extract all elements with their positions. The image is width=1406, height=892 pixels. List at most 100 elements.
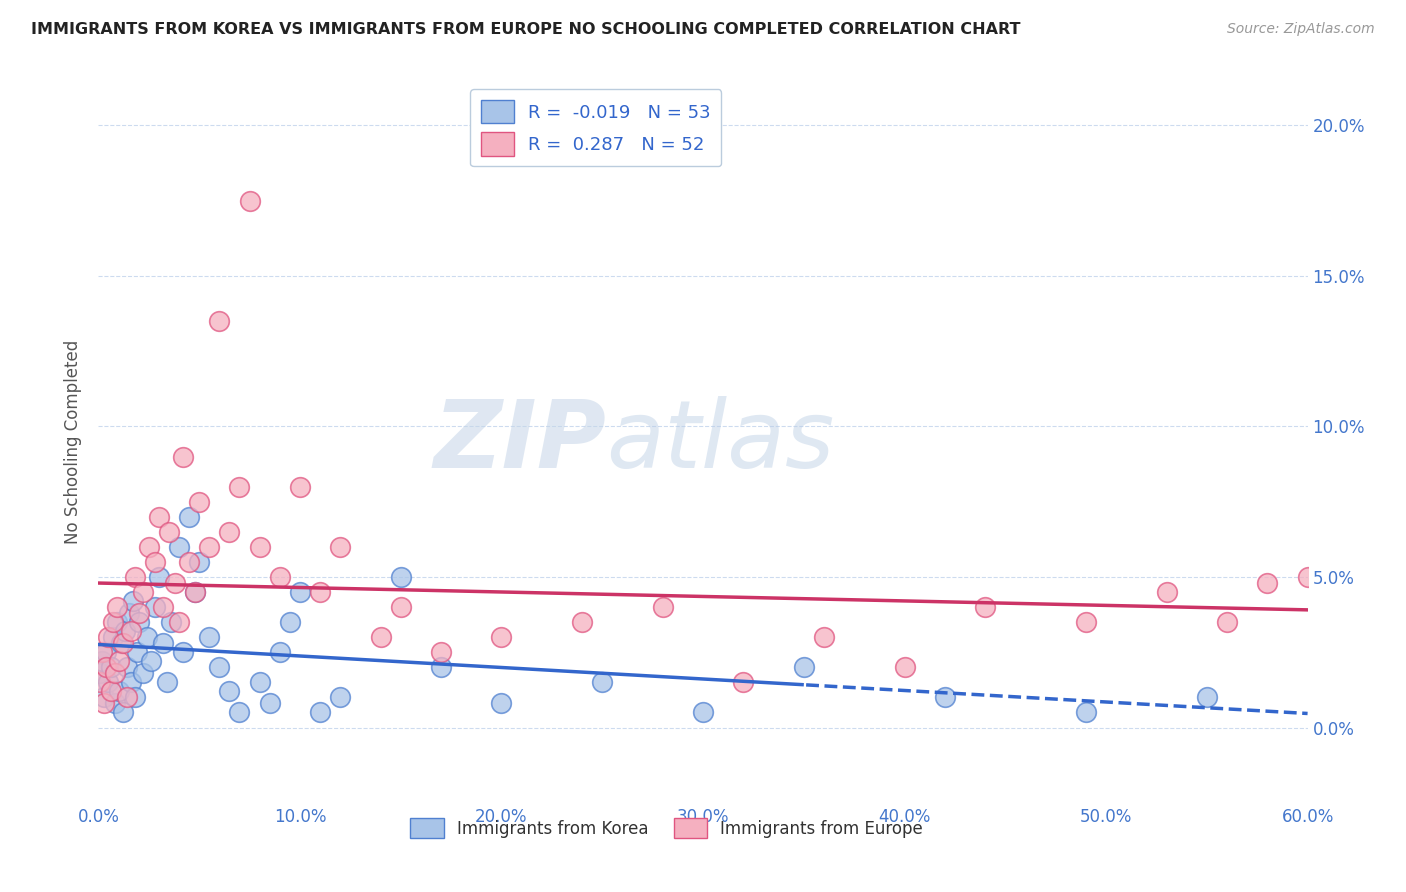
Point xyxy=(132,666,155,681)
Point xyxy=(89,675,111,690)
Point xyxy=(128,615,150,630)
Point xyxy=(228,480,250,494)
Point xyxy=(167,615,190,630)
Point xyxy=(239,194,262,208)
Point xyxy=(172,450,194,464)
Point xyxy=(107,684,129,698)
Point xyxy=(278,615,301,630)
Point xyxy=(1156,585,1178,599)
Point xyxy=(188,494,211,508)
Point xyxy=(143,600,166,615)
Point xyxy=(111,636,134,650)
Point xyxy=(148,509,170,524)
Point xyxy=(733,675,755,690)
Point xyxy=(91,645,114,659)
Point xyxy=(370,630,392,644)
Point xyxy=(389,570,412,584)
Point xyxy=(329,540,352,554)
Point xyxy=(139,654,162,668)
Point xyxy=(103,697,125,711)
Point xyxy=(157,524,180,539)
Point xyxy=(132,585,155,599)
Point xyxy=(491,630,513,644)
Point xyxy=(309,585,332,599)
Point xyxy=(103,666,125,681)
Point xyxy=(218,524,240,539)
Point xyxy=(329,690,352,705)
Point xyxy=(249,675,271,690)
Point xyxy=(120,675,142,690)
Point xyxy=(208,660,231,674)
Point xyxy=(115,690,138,705)
Point xyxy=(100,684,122,698)
Point xyxy=(124,570,146,584)
Point xyxy=(135,630,157,644)
Point xyxy=(111,706,134,720)
Text: Source: ZipAtlas.com: Source: ZipAtlas.com xyxy=(1227,22,1375,37)
Point xyxy=(91,654,114,668)
Point xyxy=(430,660,453,674)
Point xyxy=(143,555,166,569)
Point xyxy=(208,314,231,328)
Legend: Immigrants from Korea, Immigrants from Europe: Immigrants from Korea, Immigrants from E… xyxy=(404,812,929,845)
Point xyxy=(218,684,240,698)
Point xyxy=(128,606,150,620)
Point xyxy=(118,606,141,620)
Point xyxy=(571,615,593,630)
Point xyxy=(491,697,513,711)
Point xyxy=(259,697,281,711)
Point xyxy=(121,594,143,608)
Point xyxy=(89,666,111,681)
Point xyxy=(228,706,250,720)
Point xyxy=(249,540,271,554)
Point xyxy=(1256,576,1278,591)
Point xyxy=(97,630,120,644)
Point xyxy=(160,615,183,630)
Point xyxy=(692,706,714,720)
Point xyxy=(188,555,211,569)
Point xyxy=(148,570,170,584)
Point xyxy=(156,675,179,690)
Point xyxy=(152,636,174,650)
Point xyxy=(1216,615,1239,630)
Point xyxy=(96,660,118,674)
Point xyxy=(269,645,291,659)
Point xyxy=(105,615,128,630)
Point xyxy=(793,660,815,674)
Point xyxy=(430,645,453,659)
Point xyxy=(105,600,128,615)
Point xyxy=(101,615,124,630)
Y-axis label: No Schooling Completed: No Schooling Completed xyxy=(65,340,83,543)
Point xyxy=(1074,706,1097,720)
Point xyxy=(1195,690,1218,705)
Point xyxy=(269,570,291,584)
Point xyxy=(198,540,221,554)
Point xyxy=(389,600,412,615)
Point xyxy=(100,660,122,674)
Point xyxy=(651,600,673,615)
Point xyxy=(179,555,201,569)
Point xyxy=(184,585,207,599)
Point xyxy=(115,660,138,674)
Point xyxy=(93,690,115,705)
Text: ZIP: ZIP xyxy=(433,395,606,488)
Point xyxy=(184,585,207,599)
Point xyxy=(110,636,132,650)
Point xyxy=(309,706,332,720)
Point xyxy=(198,630,221,644)
Point xyxy=(93,697,115,711)
Point xyxy=(96,645,118,659)
Point xyxy=(974,600,997,615)
Point xyxy=(934,690,956,705)
Point xyxy=(893,660,915,674)
Text: IMMIGRANTS FROM KOREA VS IMMIGRANTS FROM EUROPE NO SCHOOLING COMPLETED CORRELATI: IMMIGRANTS FROM KOREA VS IMMIGRANTS FROM… xyxy=(31,22,1021,37)
Point xyxy=(101,630,124,644)
Point xyxy=(1296,570,1319,584)
Point xyxy=(124,690,146,705)
Point xyxy=(172,645,194,659)
Point xyxy=(107,654,129,668)
Point xyxy=(152,600,174,615)
Point xyxy=(288,480,311,494)
Point xyxy=(120,624,142,639)
Point xyxy=(138,540,160,554)
